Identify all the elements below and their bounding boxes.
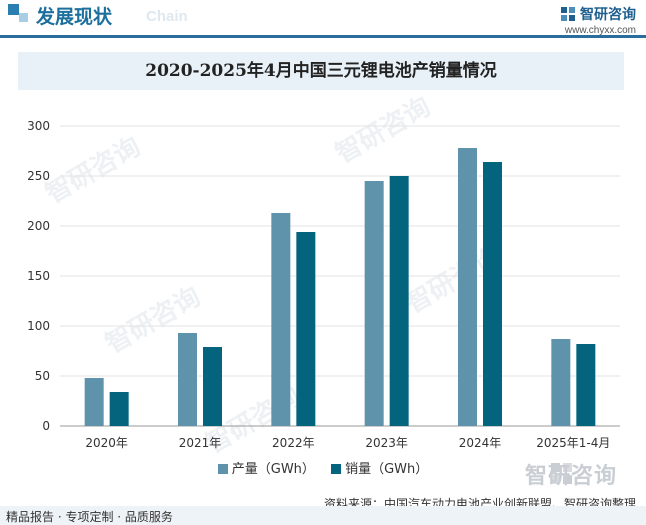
bar-sales xyxy=(203,347,222,426)
bar-production xyxy=(364,181,384,426)
legend-swatch-production xyxy=(217,464,228,474)
top-bar: 发展现状 Chain 智研咨询 www.chyxx.com xyxy=(0,0,646,36)
legend-item-sales: 销量（GWh） xyxy=(331,458,428,477)
watermark-logo-icon xyxy=(551,463,572,484)
y-tick-label: 0 xyxy=(42,419,50,433)
chart-title-band xyxy=(18,52,624,90)
accent-square-icon xyxy=(8,4,19,15)
bar-sales xyxy=(576,344,596,426)
bar-sales xyxy=(109,392,129,426)
legend: 产量（GWh） 销量（GWh） xyxy=(0,458,646,477)
accent-square-icon xyxy=(19,13,28,22)
legend-label-production: 产量（GWh） xyxy=(231,462,315,477)
footer-text: 精品报告 · 专项定制 · 品质服务 xyxy=(6,510,173,524)
y-tick-label: 200 xyxy=(27,219,50,233)
legend-label-sales: 销量（GWh） xyxy=(345,462,429,477)
section-heading-en: Chain xyxy=(146,8,188,25)
x-tick-label: 2022年 xyxy=(272,436,315,450)
brand-name: 智研咨询 xyxy=(580,6,636,23)
y-tick-label: 250 xyxy=(27,169,50,183)
bar-sales xyxy=(483,162,502,426)
section-heading: 发展现状 xyxy=(36,6,113,28)
legend-swatch-sales xyxy=(331,464,342,474)
x-tick-label: 2024年 xyxy=(459,436,502,450)
y-tick-label: 50 xyxy=(35,369,50,383)
watermark-text: 智研咨询 xyxy=(525,464,618,489)
y-tick-label: 300 xyxy=(27,119,50,133)
legend-item-production: 产量（GWh） xyxy=(217,458,315,477)
y-tick-label: 100 xyxy=(27,319,50,333)
y-tick-label: 150 xyxy=(27,269,50,283)
x-tick-label: 2021年 xyxy=(179,436,222,450)
x-tick-label: 2025年1-4月 xyxy=(536,436,610,450)
x-tick-label: 2020年 xyxy=(85,436,128,450)
bar-sales xyxy=(296,232,316,426)
brand-url[interactable]: www.chyxx.com xyxy=(564,24,636,36)
bar-production xyxy=(271,213,291,426)
bar-production xyxy=(458,148,477,426)
bar-production xyxy=(84,378,104,426)
footer: 精品报告 · 专项定制 · 品质服务 xyxy=(0,506,646,525)
x-tick-label: 2023年 xyxy=(365,436,408,450)
chart-title: 2020-2025年4月中国三元锂电池产销量情况 xyxy=(145,61,497,81)
bar-sales xyxy=(389,176,409,426)
bar-production xyxy=(178,333,197,426)
brand-logo-icon xyxy=(561,6,575,21)
bar-production xyxy=(551,339,571,426)
header-rule xyxy=(0,35,646,38)
brand[interactable]: 智研咨询 www.chyxx.com xyxy=(560,3,636,36)
